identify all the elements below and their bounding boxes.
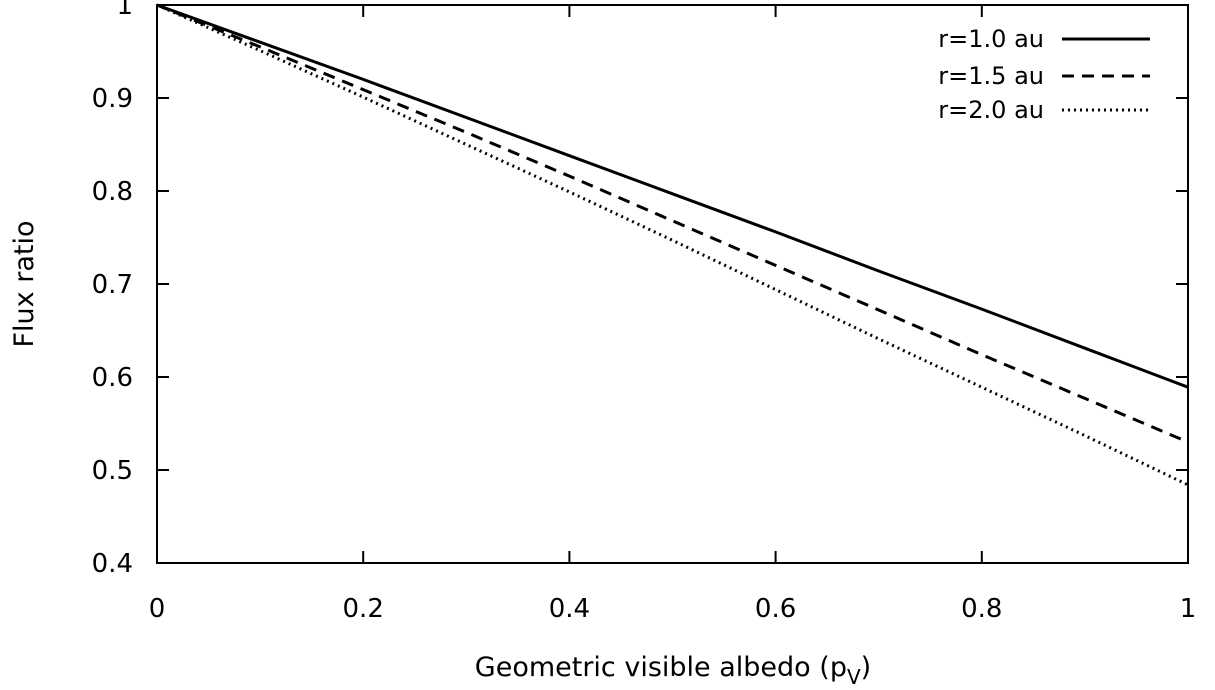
y-tick-label: 0.5	[92, 456, 133, 486]
x-tick-label: 0.2	[343, 594, 384, 624]
x-tick-label: 1	[1180, 594, 1197, 624]
x-axis-title-subscript: V	[847, 665, 861, 689]
x-tick-label: 0.6	[755, 594, 796, 624]
ticks-layer: 0 0.2 0.4 0.6 0.8 1 0.4 0.5 0.6 0.7 0.8 0.9 1	[92, 0, 1197, 624]
legend-label: r=2.0 au	[938, 96, 1044, 124]
y-tick-label: 0.4	[92, 549, 133, 579]
x-axis-title-close: )	[861, 652, 872, 683]
y-tick-label: 1	[116, 0, 133, 21]
y-tick-label: 0.6	[92, 363, 133, 393]
legend: r=1.0 au r=1.5 au r=2.0 au	[938, 25, 1150, 124]
series-line-1	[156, 3, 1189, 389]
series-layer	[156, 3, 1189, 487]
x-axis-title: Geometric visible albedo (pV)	[475, 652, 871, 689]
series-line-2	[156, 3, 1189, 444]
legend-label: r=1.0 au	[938, 25, 1044, 53]
y-tick-label: 0.9	[92, 84, 133, 114]
y-tick-label: 0.8	[92, 177, 133, 207]
x-tick-label: 0.4	[549, 594, 590, 624]
x-tick-label: 0.8	[961, 594, 1002, 624]
x-axis-title-main: Geometric visible albedo (p	[475, 652, 847, 683]
x-tick-label: 0	[149, 594, 166, 624]
y-axis-title: Flux ratio	[9, 221, 40, 348]
y-tick-label: 0.7	[92, 270, 133, 300]
legend-label: r=1.5 au	[938, 62, 1044, 90]
